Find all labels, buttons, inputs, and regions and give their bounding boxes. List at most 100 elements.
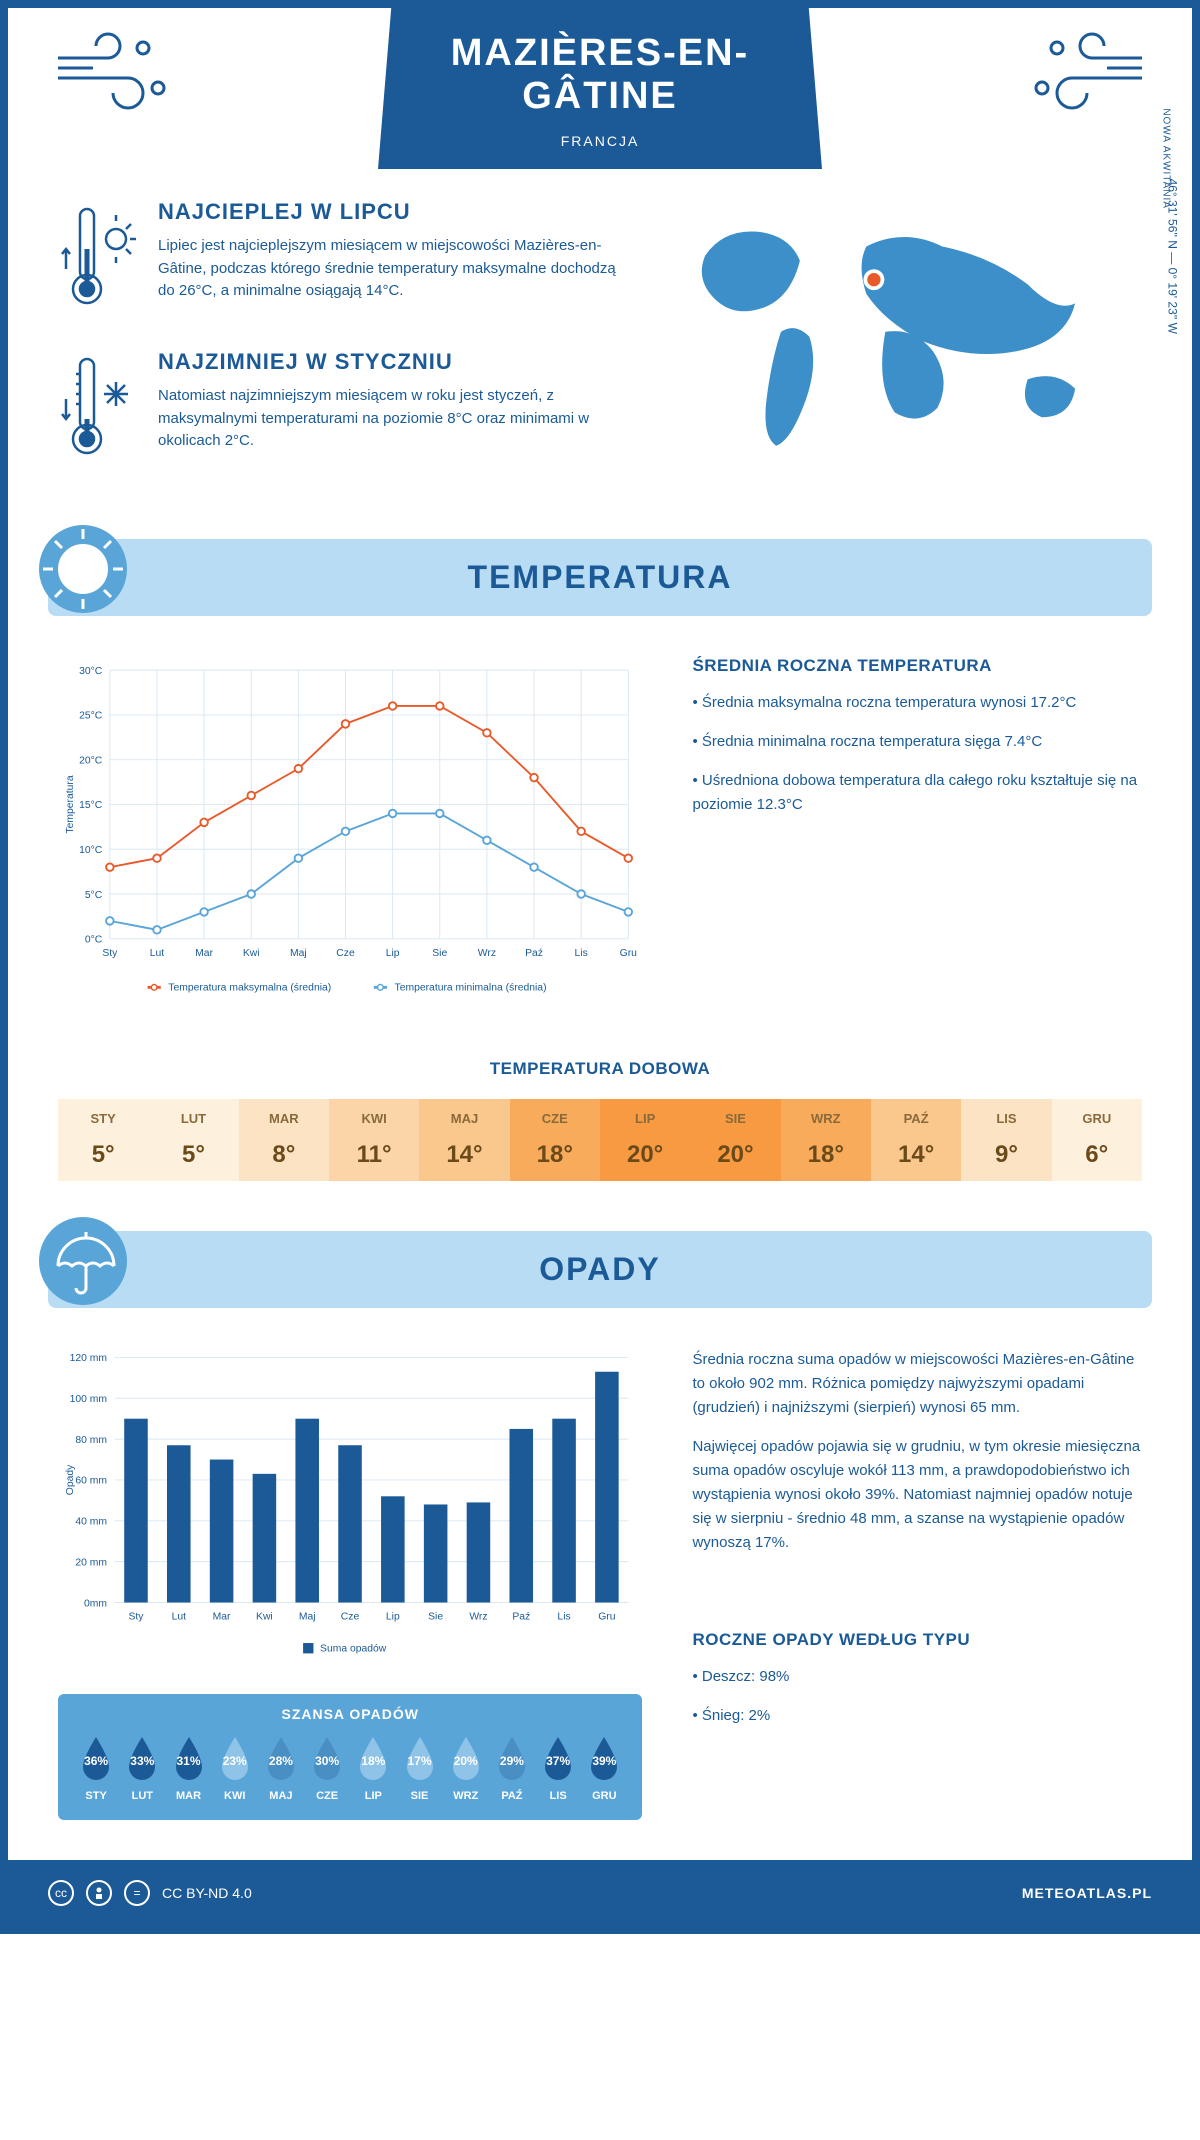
intro-section: NAJCIEPLEJ W LIPCU Lipiec jest najcieple… — [8, 169, 1192, 539]
svg-text:Cze: Cze — [336, 948, 355, 959]
world-map: NOWA AKWITANIA 46° 31' 56'' N — 0° 19' 2… — [667, 199, 1142, 470]
precip-chart-area: 0mm20 mm40 mm60 mm80 mm100 mm120 mmOpady… — [58, 1348, 642, 1819]
temp-info-title: ŚREDNIA ROCZNA TEMPERATURA — [692, 656, 1142, 676]
sun-icon — [38, 524, 128, 614]
fact-cold-text: NAJZIMNIEJ W STYCZNIU Natomiast najzimni… — [158, 349, 627, 469]
svg-text:120 mm: 120 mm — [70, 1353, 107, 1364]
svg-text:Wrz: Wrz — [478, 948, 496, 959]
thermometer-cold-icon — [58, 349, 138, 469]
svg-text:5°C: 5°C — [85, 890, 103, 901]
svg-text:20 mm: 20 mm — [75, 1558, 107, 1569]
svg-text:60 mm: 60 mm — [75, 1476, 107, 1487]
precip-section-header: OPADY — [48, 1231, 1152, 1308]
footer: cc = CC BY-ND 4.0 METEOATLAS.PL — [8, 1860, 1192, 1926]
fact-cold-title: NAJZIMNIEJ W STYCZNIU — [158, 349, 627, 375]
precip-title: OPADY — [48, 1251, 1152, 1288]
svg-text:Sty: Sty — [128, 1612, 144, 1623]
svg-text:Paź: Paź — [512, 1612, 530, 1623]
svg-text:Lis: Lis — [557, 1612, 570, 1623]
svg-text:15°C: 15°C — [79, 800, 103, 811]
temp-bullet-2: • Uśredniona dobowa temperatura dla całe… — [692, 769, 1142, 817]
header-band: MAZIÈRES-EN-GÂTINE FRANCJA — [378, 7, 822, 169]
svg-text:Lut: Lut — [150, 948, 165, 959]
svg-text:Mar: Mar — [195, 948, 213, 959]
temp-info: ŚREDNIA ROCZNA TEMPERATURA • Średnia mak… — [692, 656, 1142, 1019]
cc-icon: cc — [48, 1880, 74, 1906]
precip-drop: 23% KWI — [212, 1734, 258, 1802]
precip-drop: 29% PAŹ — [489, 1734, 535, 1802]
precip-bytype-title: ROCZNE OPADY WEDŁUG TYPU — [692, 1630, 1142, 1650]
nd-icon: = — [124, 1880, 150, 1906]
fact-hot-title: NAJCIEPLEJ W LIPCU — [158, 199, 627, 225]
svg-text:Lip: Lip — [386, 1612, 400, 1623]
svg-text:Sie: Sie — [432, 948, 447, 959]
temp-chart: 0°C5°C10°C15°C20°C25°C30°CStyLutMarKwiMa… — [58, 656, 642, 1019]
svg-text:Gru: Gru — [620, 948, 638, 959]
svg-text:Mar: Mar — [213, 1612, 231, 1623]
fact-hot-body: Lipiec jest najcieplejszym miesiącem w m… — [158, 235, 627, 303]
svg-text:20°C: 20°C — [79, 755, 103, 766]
svg-text:Kwi: Kwi — [256, 1612, 273, 1623]
daily-temp-cell: LUT5° — [148, 1099, 238, 1181]
fact-cold-body: Natomiast najzimniejszym miesiącem w rok… — [158, 385, 627, 453]
daily-temp-block: TEMPERATURA DOBOWA STY5°LUT5°MAR8°KWI11°… — [58, 1059, 1142, 1181]
svg-text:Lip: Lip — [386, 948, 400, 959]
precip-chance-block: SZANSA OPADÓW 36% STY 33% LUT 31% — [58, 1694, 642, 1820]
svg-text:25°C: 25°C — [79, 711, 103, 722]
daily-temp-cell: KWI11° — [329, 1099, 419, 1181]
daily-temp-cell: STY5° — [58, 1099, 148, 1181]
svg-text:Sty: Sty — [102, 948, 118, 959]
daily-temp-cell: LIP20° — [600, 1099, 690, 1181]
svg-text:Wrz: Wrz — [469, 1612, 487, 1623]
facts-column: NAJCIEPLEJ W LIPCU Lipiec jest najcieple… — [58, 199, 627, 499]
svg-text:Sie: Sie — [428, 1612, 443, 1623]
precip-info: Średnia roczna suma opadów w miejscowośc… — [692, 1348, 1142, 1819]
svg-text:Temperatura minimalna (średnia: Temperatura minimalna (średnia) — [395, 983, 547, 994]
precip-snow: • Śnieg: 2% — [692, 1704, 1142, 1728]
daily-temp-cell: WRZ18° — [781, 1099, 871, 1181]
svg-text:Gru: Gru — [598, 1612, 616, 1623]
precip-drop: 28% MAJ — [258, 1734, 304, 1802]
drops-row: 36% STY 33% LUT 31% MAR 23% — [73, 1734, 627, 1802]
wind-icon-right — [1012, 23, 1152, 123]
daily-temp-cell: LIS9° — [961, 1099, 1051, 1181]
precip-text-1: Średnia roczna suma opadów w miejscowośc… — [692, 1348, 1142, 1420]
svg-text:Lis: Lis — [575, 948, 588, 959]
fact-hottest: NAJCIEPLEJ W LIPCU Lipiec jest najcieple… — [58, 199, 627, 319]
svg-text:40 mm: 40 mm — [75, 1517, 107, 1528]
svg-text:Kwi: Kwi — [243, 948, 260, 959]
precip-drop: 31% MAR — [165, 1734, 211, 1802]
fact-hot-text: NAJCIEPLEJ W LIPCU Lipiec jest najcieple… — [158, 199, 627, 319]
license-text: CC BY-ND 4.0 — [162, 1885, 252, 1901]
svg-text:0°C: 0°C — [85, 935, 103, 946]
site-name: METEOATLAS.PL — [1022, 1885, 1152, 1901]
country-name: FRANCJA — [378, 133, 822, 149]
daily-temp-cell: MAR8° — [239, 1099, 329, 1181]
temp-section-header: TEMPERATURA — [48, 539, 1152, 616]
map-column: NOWA AKWITANIA 46° 31' 56'' N — 0° 19' 2… — [667, 199, 1142, 499]
precip-drop: 33% LUT — [119, 1734, 165, 1802]
precip-chance-title: SZANSA OPADÓW — [73, 1706, 627, 1722]
svg-text:Suma opadów: Suma opadów — [320, 1644, 387, 1655]
precip-drop: 18% LIP — [350, 1734, 396, 1802]
precip-drop: 37% LIS — [535, 1734, 581, 1802]
svg-text:80 mm: 80 mm — [75, 1435, 107, 1446]
svg-text:100 mm: 100 mm — [70, 1394, 107, 1405]
svg-text:Temperatura maksymalna (średni: Temperatura maksymalna (średnia) — [168, 983, 331, 994]
precip-rain: • Deszcz: 98% — [692, 1665, 1142, 1689]
precip-drop: 39% GRU — [581, 1734, 627, 1802]
daily-temp-cell: MAJ14° — [419, 1099, 509, 1181]
thermometer-hot-icon — [58, 199, 138, 319]
precip-body: 0mm20 mm40 mm60 mm80 mm100 mm120 mmOpady… — [8, 1308, 1192, 1859]
precip-drop: 36% STY — [73, 1734, 119, 1802]
daily-temp-title: TEMPERATURA DOBOWA — [58, 1059, 1142, 1079]
precip-text-2: Najwięcej opadów pojawia się w grudniu, … — [692, 1435, 1142, 1555]
fact-coldest: NAJZIMNIEJ W STYCZNIU Natomiast najzimni… — [58, 349, 627, 469]
umbrella-icon — [38, 1216, 128, 1306]
temp-title: TEMPERATURA — [48, 559, 1152, 596]
daily-temp-grid: STY5°LUT5°MAR8°KWI11°MAJ14°CZE18°LIP20°S… — [58, 1099, 1142, 1181]
by-icon — [86, 1880, 112, 1906]
footer-license: cc = CC BY-ND 4.0 — [48, 1880, 252, 1906]
header-row: MAZIÈRES-EN-GÂTINE FRANCJA — [8, 8, 1192, 169]
daily-temp-cell: SIE20° — [690, 1099, 780, 1181]
